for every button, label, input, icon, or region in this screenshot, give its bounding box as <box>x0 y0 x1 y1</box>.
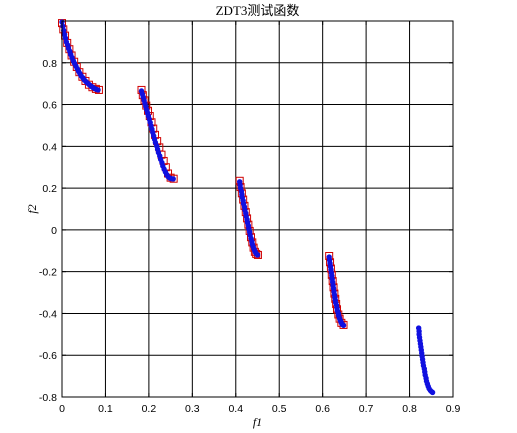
x-tick-label: 0.6 <box>315 403 330 415</box>
x-tick-label: 0.5 <box>272 403 287 415</box>
dot-marker <box>429 389 436 396</box>
y-tick-label: -0.4 <box>39 308 57 320</box>
axes-frame <box>62 21 453 397</box>
plot-area <box>58 19 454 398</box>
x-tick-label: 0.7 <box>359 403 374 415</box>
y-tick-label: 0 <box>51 225 57 237</box>
y-tick-label: 0.6 <box>42 100 57 112</box>
x-tick-label: 0.8 <box>402 403 417 415</box>
y-tick-label: -0.2 <box>39 267 57 279</box>
axes-border <box>61 20 454 398</box>
y-tick-labels: -0.8 -0.6 -0.4 -0.2 0 0.2 0.4 0.6 0.8 <box>39 58 57 404</box>
y-tick-label: 0.8 <box>42 58 57 70</box>
x-tick-label: 0.3 <box>185 403 200 415</box>
x-tick-label: 0.1 <box>98 403 113 415</box>
x-tick-label: 0.9 <box>446 403 461 415</box>
markers <box>58 19 436 396</box>
dot-marker <box>95 87 101 93</box>
series-1 <box>59 19 436 396</box>
y-axis-label: f2 <box>25 204 39 213</box>
chart-title: ZDT3测试函数 <box>216 3 300 18</box>
y-tick-label: -0.6 <box>39 350 57 362</box>
y-tick-label: 0.4 <box>42 141 57 153</box>
dot-marker <box>170 176 176 182</box>
x-tick-labels: 0 0.1 0.2 0.3 0.4 0.5 0.6 0.7 0.8 0.9 <box>59 403 460 415</box>
y-tick-label: 0.2 <box>42 183 57 195</box>
y-tick-label: -0.8 <box>39 392 57 404</box>
dot-marker <box>340 322 347 329</box>
x-tick-label: 0.4 <box>228 403 243 415</box>
x-tick-label: 0 <box>59 403 65 415</box>
x-tick-label: 0.2 <box>142 403 157 415</box>
grid-lines <box>62 21 453 397</box>
x-axis-label: f1 <box>253 415 262 429</box>
dot-marker <box>254 252 261 258</box>
